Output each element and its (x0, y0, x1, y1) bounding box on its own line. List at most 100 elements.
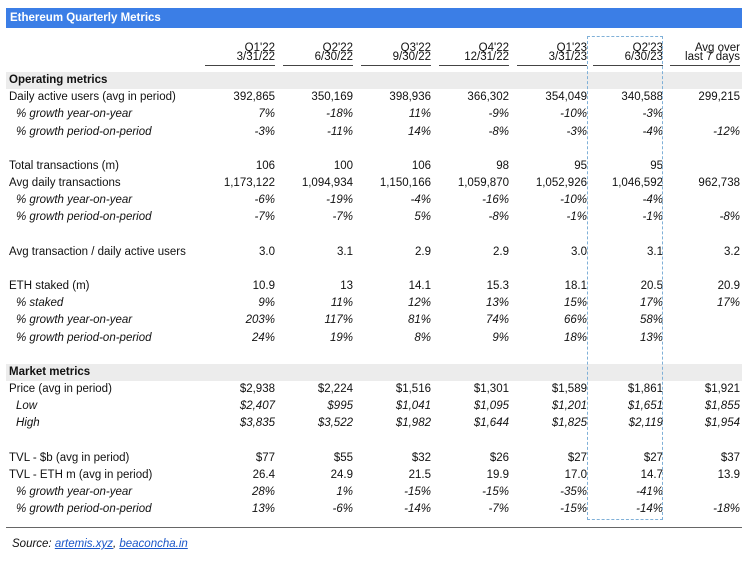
table-cell: -4% (410, 194, 431, 207)
row-label: Operating metrics (9, 74, 108, 86)
table-cell: 14.1 (408, 280, 431, 293)
table-cell: 3.0 (571, 245, 587, 258)
table-cell: 3.1 (647, 245, 663, 258)
table-cell: 1,173,122 (223, 177, 275, 190)
row-label: % growth year-on-year (16, 194, 133, 207)
table-cell: 13% (251, 503, 275, 516)
table-cell: 17% (639, 297, 663, 310)
table-row: TVL - ETH m (avg in period) 26.4 24.9 21.5 1… (6, 467, 742, 484)
table-row: % growth year-on-year 203% 117% 81% 74% 66% 58… (6, 312, 742, 329)
column-header-period: Q4'22 (478, 42, 509, 54)
table-cell: 100 (333, 159, 353, 172)
table-cell: 3.1 (337, 245, 353, 258)
table-cell: -7% (488, 503, 509, 516)
table-cell: -15% (482, 486, 509, 499)
table-cell: -9% (488, 108, 509, 121)
row-label: Total transactions (m) (9, 159, 119, 172)
table-row: % staked 9% 11% 12% 13% 15% 17% 17% (6, 295, 742, 312)
table-cell: 3.0 (259, 245, 275, 258)
table-row: Avg daily transactions 1,173,122 1,094,934… (6, 175, 742, 192)
row-label: TVL - $b (avg in period) (9, 451, 130, 464)
column-header-date: 6/30/22 (314, 51, 353, 63)
table-cell: $1,201 (551, 400, 587, 413)
table-cell: $1,825 (551, 417, 587, 430)
column-header-period: Avg over (694, 42, 740, 54)
column-header-underline (283, 65, 353, 66)
table-cell: 95 (650, 159, 663, 172)
row-label: Avg daily transactions (9, 177, 121, 190)
table-cell: 2.9 (415, 245, 431, 258)
column-header-underline (439, 65, 509, 66)
column-header-underline (670, 65, 740, 66)
table-cell: -16% (482, 194, 509, 207)
table-cell: $1,644 (473, 417, 509, 430)
table-cell: 117% (324, 314, 353, 327)
table-cell: $1,095 (473, 400, 509, 413)
table-cell: 106 (255, 159, 275, 172)
table-cell: 392,865 (233, 91, 275, 104)
table-cell: 13 (340, 280, 353, 293)
table-cell: -10% (560, 194, 587, 207)
table-cell: $3,522 (317, 417, 353, 430)
table-cell: $1,921 (704, 383, 740, 396)
source-link-beaconchain[interactable]: beaconcha.in (119, 538, 188, 550)
table-row: % growth period-on-period 13% -6% -14% -7% -1… (6, 501, 742, 518)
table-cell: 14.7 (640, 468, 663, 481)
table-cell: $3,835 (239, 417, 275, 430)
column-header-period: Q3'22 (400, 42, 431, 54)
table-cell: -7% (332, 211, 353, 224)
table-cell: 8% (414, 331, 431, 344)
table-cell: 13% (639, 331, 663, 344)
table-cell: 20.9 (717, 280, 740, 293)
table-cell: $2,224 (317, 383, 353, 396)
row-label: % growth period-on-period (16, 125, 152, 138)
table-cell: 24% (251, 331, 275, 344)
column-header-date: 12/31/22 (464, 51, 509, 63)
table-cell: 398,936 (389, 91, 431, 104)
table-cell: -6% (254, 194, 275, 207)
table-cell: -4% (642, 125, 663, 138)
table-cell: 13.9 (717, 468, 740, 481)
column-header-period: Q1'22 (244, 42, 275, 54)
table-cell: -15% (404, 486, 431, 499)
table-cell: 74% (485, 314, 509, 327)
table-cell: $1,982 (395, 417, 431, 430)
table-cell: -10% (560, 108, 587, 121)
column-header-date: 6/30/23 (624, 51, 663, 63)
table-cell: 962,738 (698, 177, 740, 190)
table-cell: -18% (713, 503, 740, 516)
source-sep: , (112, 538, 120, 550)
table-cell: 9% (492, 331, 509, 344)
column-header-underline (517, 65, 587, 66)
table-cell: -15% (560, 503, 587, 516)
table-cell: 1,046,592 (611, 177, 663, 190)
table-cell: -41% (636, 486, 663, 499)
table-cell: $1,516 (395, 383, 431, 396)
table-cell: $1,651 (627, 400, 663, 413)
table-cell: -8% (488, 125, 509, 138)
table-cell: 15% (563, 297, 587, 310)
table-row: % growth period-on-period -3% -11% 14% -8% -3… (6, 124, 742, 141)
source-link-artemis[interactable]: artemis.xyz (54, 538, 113, 550)
table-cell: -19% (326, 194, 353, 207)
table-cell: -4% (642, 194, 663, 207)
table-cell: 18% (563, 331, 587, 344)
table-cell: 10.9 (252, 280, 275, 293)
table-cell: $1,589 (551, 383, 587, 396)
table-cell: -7% (254, 211, 275, 224)
row-label: ETH staked (m) (9, 280, 90, 293)
column-header-period: Q2'23 (632, 42, 663, 54)
row-label: % growth year-on-year (16, 486, 133, 499)
table-cell: $55 (333, 451, 353, 464)
table-cell: 95 (574, 159, 587, 172)
section-header: Market metrics (6, 363, 742, 381)
table-row: Daily active users (avg in period) 392,86… (6, 89, 742, 106)
table-cell: -14% (636, 503, 663, 516)
table-cell: $1,301 (473, 383, 509, 396)
table-cell: $77 (255, 451, 275, 464)
table-cell: $2,119 (628, 417, 663, 430)
table-cell: 66% (563, 314, 587, 327)
table-row: High $3,835 $3,522 $1,982 $1,644 $1,825 $2,119… (6, 415, 742, 432)
table-cell: $2,407 (239, 400, 275, 413)
table-cell: $1,861 (627, 383, 663, 396)
